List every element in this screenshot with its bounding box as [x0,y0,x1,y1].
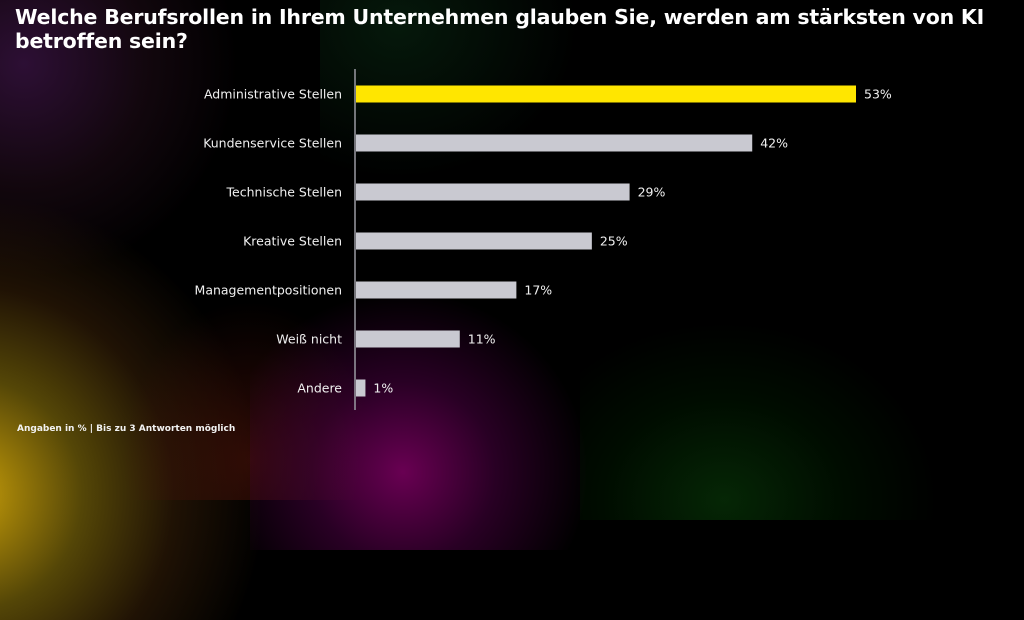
bar-andere [356,379,366,397]
value-label-managementpositionen: 17% [524,283,552,298]
bar-kreative-stellen [356,232,592,250]
bar-chart: Administrative Stellen 53% Kundenservice S… [195,69,892,410]
category-label-technische-stellen: Technische Stellen [226,185,342,200]
value-label-technische-stellen: 29% [638,185,666,200]
bar-weiss-nicht [356,330,460,348]
bar-technische-stellen [356,183,630,201]
category-label-managementpositionen: Managementpositionen [195,283,342,298]
value-label-weiss-nicht: 11% [468,332,496,347]
value-label-kreative-stellen: 25% [600,234,628,249]
value-label-administrative-stellen: 53% [864,87,892,102]
category-label-weiss-nicht: Weiß nicht [276,332,342,347]
footnote: Angaben in % | Bis zu 3 Antworten möglic… [17,424,236,434]
bar-administrative-stellen [356,85,856,103]
category-label-kundenservice-stellen: Kundenservice Stellen [203,136,342,151]
value-label-andere: 1% [373,381,393,396]
bar-kundenservice-stellen [356,134,753,152]
category-label-administrative-stellen: Administrative Stellen [204,87,342,102]
category-label-kreative-stellen: Kreative Stellen [243,234,342,249]
bar-managementpositionen [356,281,517,299]
category-label-andere: Andere [297,381,342,396]
bars-group: Administrative Stellen 53% Kundenservice S… [195,85,892,397]
value-label-kundenservice-stellen: 42% [760,136,788,151]
chart-title: Welche Berufsrollen in Ihrem Unternehmen… [15,5,985,53]
